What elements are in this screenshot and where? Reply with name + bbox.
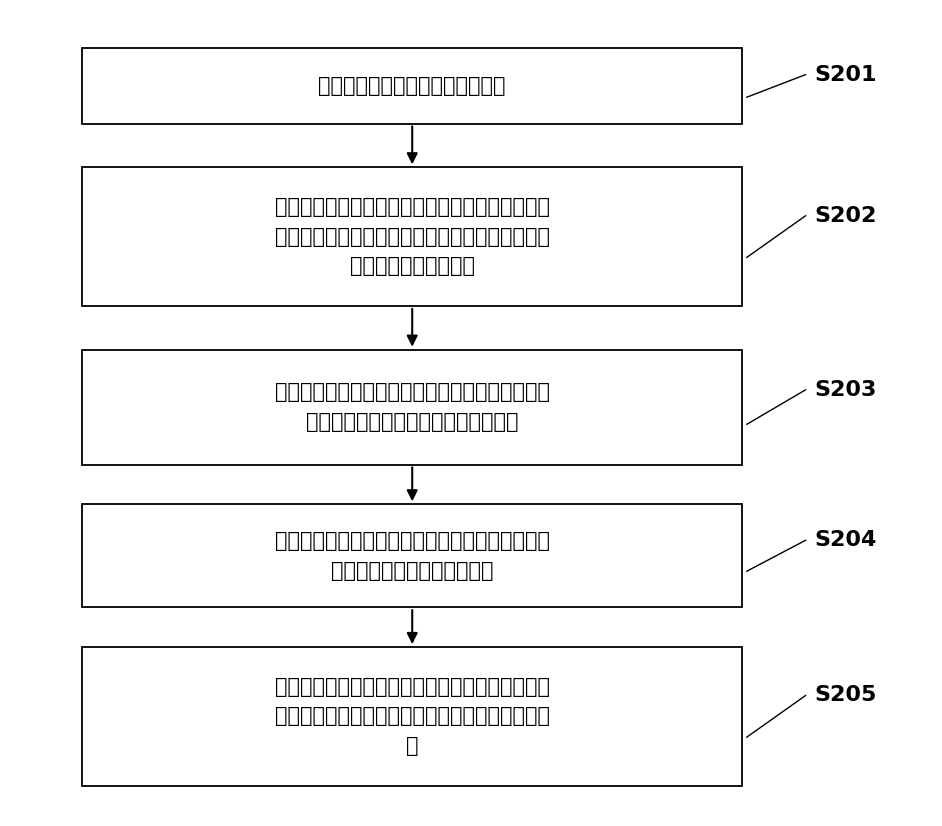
Bar: [82, 48, 742, 124]
Text: 根据对象画像的第一标签体系预测所述多个历史交
互样本中每个历史交互样本的第一标签: 根据对象画像的第一标签体系预测所述多个历史交 互样本中每个历史交互样本的第一标签: [275, 382, 550, 432]
Text: 获取目标对象的多个历史交互样本: 获取目标对象的多个历史交互样本: [318, 76, 506, 96]
Text: 根据所述第一标签对所述多个历史交互样本进行聚
类，得到第一预测簇聚类结果: 根据所述第一标签对所述多个历史交互样本进行聚 类，得到第一预测簇聚类结果: [275, 531, 550, 581]
Text: S204: S204: [815, 530, 877, 550]
Text: 获取所述多个历史交互样本的标注簇聚类结果，所
述标注簇聚类结果是对所述多个历史交互样本进行
语义聚类而标注得到的: 获取所述多个历史交互样本的标注簇聚类结果，所 述标注簇聚类结果是对所述多个历史交…: [275, 197, 550, 276]
Text: S202: S202: [815, 206, 877, 225]
Bar: [82, 349, 742, 464]
Bar: [82, 647, 742, 786]
Bar: [82, 504, 742, 607]
Text: 根据所述标注簇聚类结果和所述第一预测簇聚类结
果之间的相似性，构建所述第一标签体系的评价指
标: 根据所述标注簇聚类结果和所述第一预测簇聚类结 果之间的相似性，构建所述第一标签体…: [275, 676, 550, 756]
Text: S203: S203: [815, 380, 877, 400]
Text: S201: S201: [815, 64, 877, 84]
Bar: [82, 167, 742, 306]
Text: S205: S205: [815, 686, 877, 705]
